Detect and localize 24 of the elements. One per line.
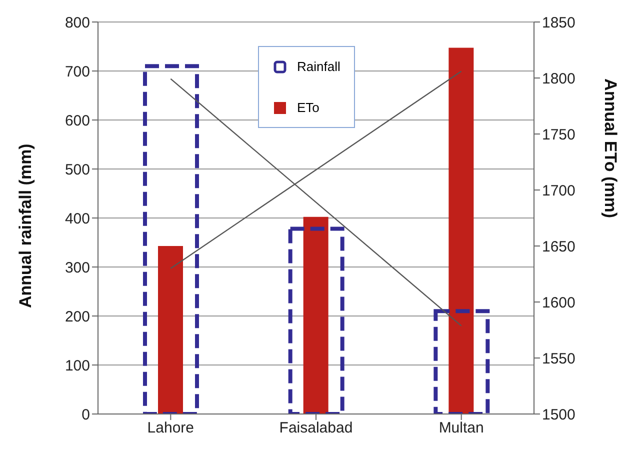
y-tick-label: 300 [64, 259, 90, 276]
y2-tick-label: 1750 [542, 126, 576, 144]
y-tick-label: 0 [82, 406, 90, 424]
legend-label: ETo [297, 100, 320, 115]
y-tick-label: 500 [64, 161, 90, 178]
y2-tick-label: 1550 [542, 350, 576, 368]
x-tick-label: Lahore [147, 420, 194, 437]
y-axis-title: Annual rainfall (mm) [16, 144, 36, 308]
y-tick-label: 800 [64, 14, 90, 32]
y-tick-label: 200 [64, 308, 90, 326]
x-tick-label: Multan [438, 420, 484, 437]
y2-tick-label: 1500 [542, 406, 576, 424]
y2-tick-label: 1650 [542, 238, 576, 256]
y2-tick-label: 1700 [542, 182, 576, 200]
legend-label: Rainfall [297, 59, 340, 74]
y-tick-label: 100 [64, 357, 90, 374]
y2-tick-label: 1850 [542, 14, 576, 32]
x-tick-label: Faisalabad [279, 420, 353, 437]
y2-tick-label: 1800 [542, 70, 576, 88]
y-tick-label: 600 [64, 112, 90, 130]
y2-axis-title: Annual ETo (mm) [600, 78, 620, 218]
y2-tick-label: 1600 [542, 294, 576, 312]
y-tick-label: 400 [64, 210, 90, 228]
y-tick-label: 700 [64, 63, 90, 80]
